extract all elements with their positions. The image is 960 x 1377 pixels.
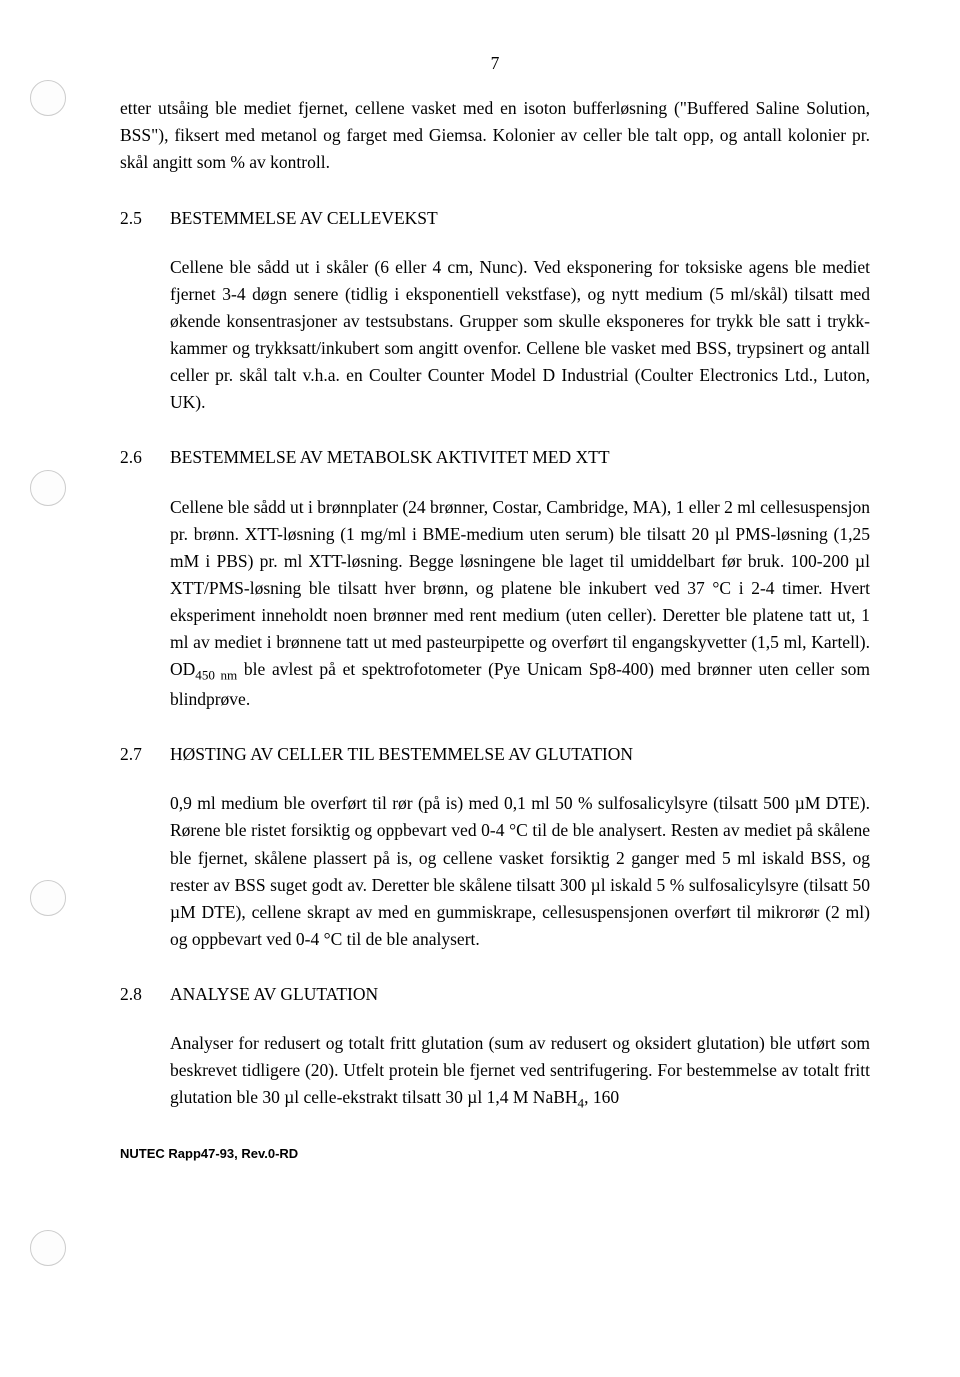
paragraph: Analyser for redusert og totalt fritt gl… xyxy=(170,1030,870,1114)
section-title: ANALYSE AV GLUTATION xyxy=(170,981,378,1008)
section-number: 2.6 xyxy=(120,444,170,471)
paragraph: Cellene ble sådd ut i skåler (6 eller 4 … xyxy=(170,254,870,417)
page-footer: NUTEC Rapp47-93, Rev.0-RD xyxy=(120,1144,870,1164)
hole-punch-mark xyxy=(30,80,66,116)
continuing-paragraph: etter utsåing ble mediet fjernet, cellen… xyxy=(120,95,870,176)
section-2-6: 2.6 BESTEMMELSE AV METABOLSK AKTIVITET M… xyxy=(120,444,870,713)
section-heading: 2.8 ANALYSE AV GLUTATION xyxy=(120,981,870,1008)
section-2-8: 2.8 ANALYSE AV GLUTATION Analyser for re… xyxy=(120,981,870,1114)
section-heading: 2.6 BESTEMMELSE AV METABOLSK AKTIVITET M… xyxy=(120,444,870,471)
section-title: BESTEMMELSE AV METABOLSK AKTIVITET MED X… xyxy=(170,444,610,471)
page-number: 7 xyxy=(120,50,870,77)
paragraph: 0,9 ml medium ble overført til rør (på i… xyxy=(170,790,870,953)
section-title: HØSTING AV CELLER TIL BESTEMMELSE AV GLU… xyxy=(170,741,633,768)
section-body: Cellene ble sådd ut i skåler (6 eller 4 … xyxy=(170,254,870,417)
paragraph: Cellene ble sådd ut i brønnplater (24 br… xyxy=(170,494,870,714)
section-body: 0,9 ml medium ble overført til rør (på i… xyxy=(170,790,870,953)
section-2-5: 2.5 BESTEMMELSE AV CELLEVEKST Cellene bl… xyxy=(120,205,870,417)
hole-punch-mark xyxy=(30,1230,66,1266)
document-page: 7 etter utsåing ble mediet fjernet, cell… xyxy=(0,0,960,1204)
section-heading: 2.7 HØSTING AV CELLER TIL BESTEMMELSE AV… xyxy=(120,741,870,768)
section-2-7: 2.7 HØSTING AV CELLER TIL BESTEMMELSE AV… xyxy=(120,741,870,953)
section-body: Cellene ble sådd ut i brønnplater (24 br… xyxy=(170,494,870,714)
section-number: 2.7 xyxy=(120,741,170,768)
section-body: Analyser for redusert og totalt fritt gl… xyxy=(170,1030,870,1114)
hole-punch-mark xyxy=(30,880,66,916)
section-title: BESTEMMELSE AV CELLEVEKST xyxy=(170,205,438,232)
section-number: 2.8 xyxy=(120,981,170,1008)
section-heading: 2.5 BESTEMMELSE AV CELLEVEKST xyxy=(120,205,870,232)
section-number: 2.5 xyxy=(120,205,170,232)
hole-punch-mark xyxy=(30,470,66,506)
